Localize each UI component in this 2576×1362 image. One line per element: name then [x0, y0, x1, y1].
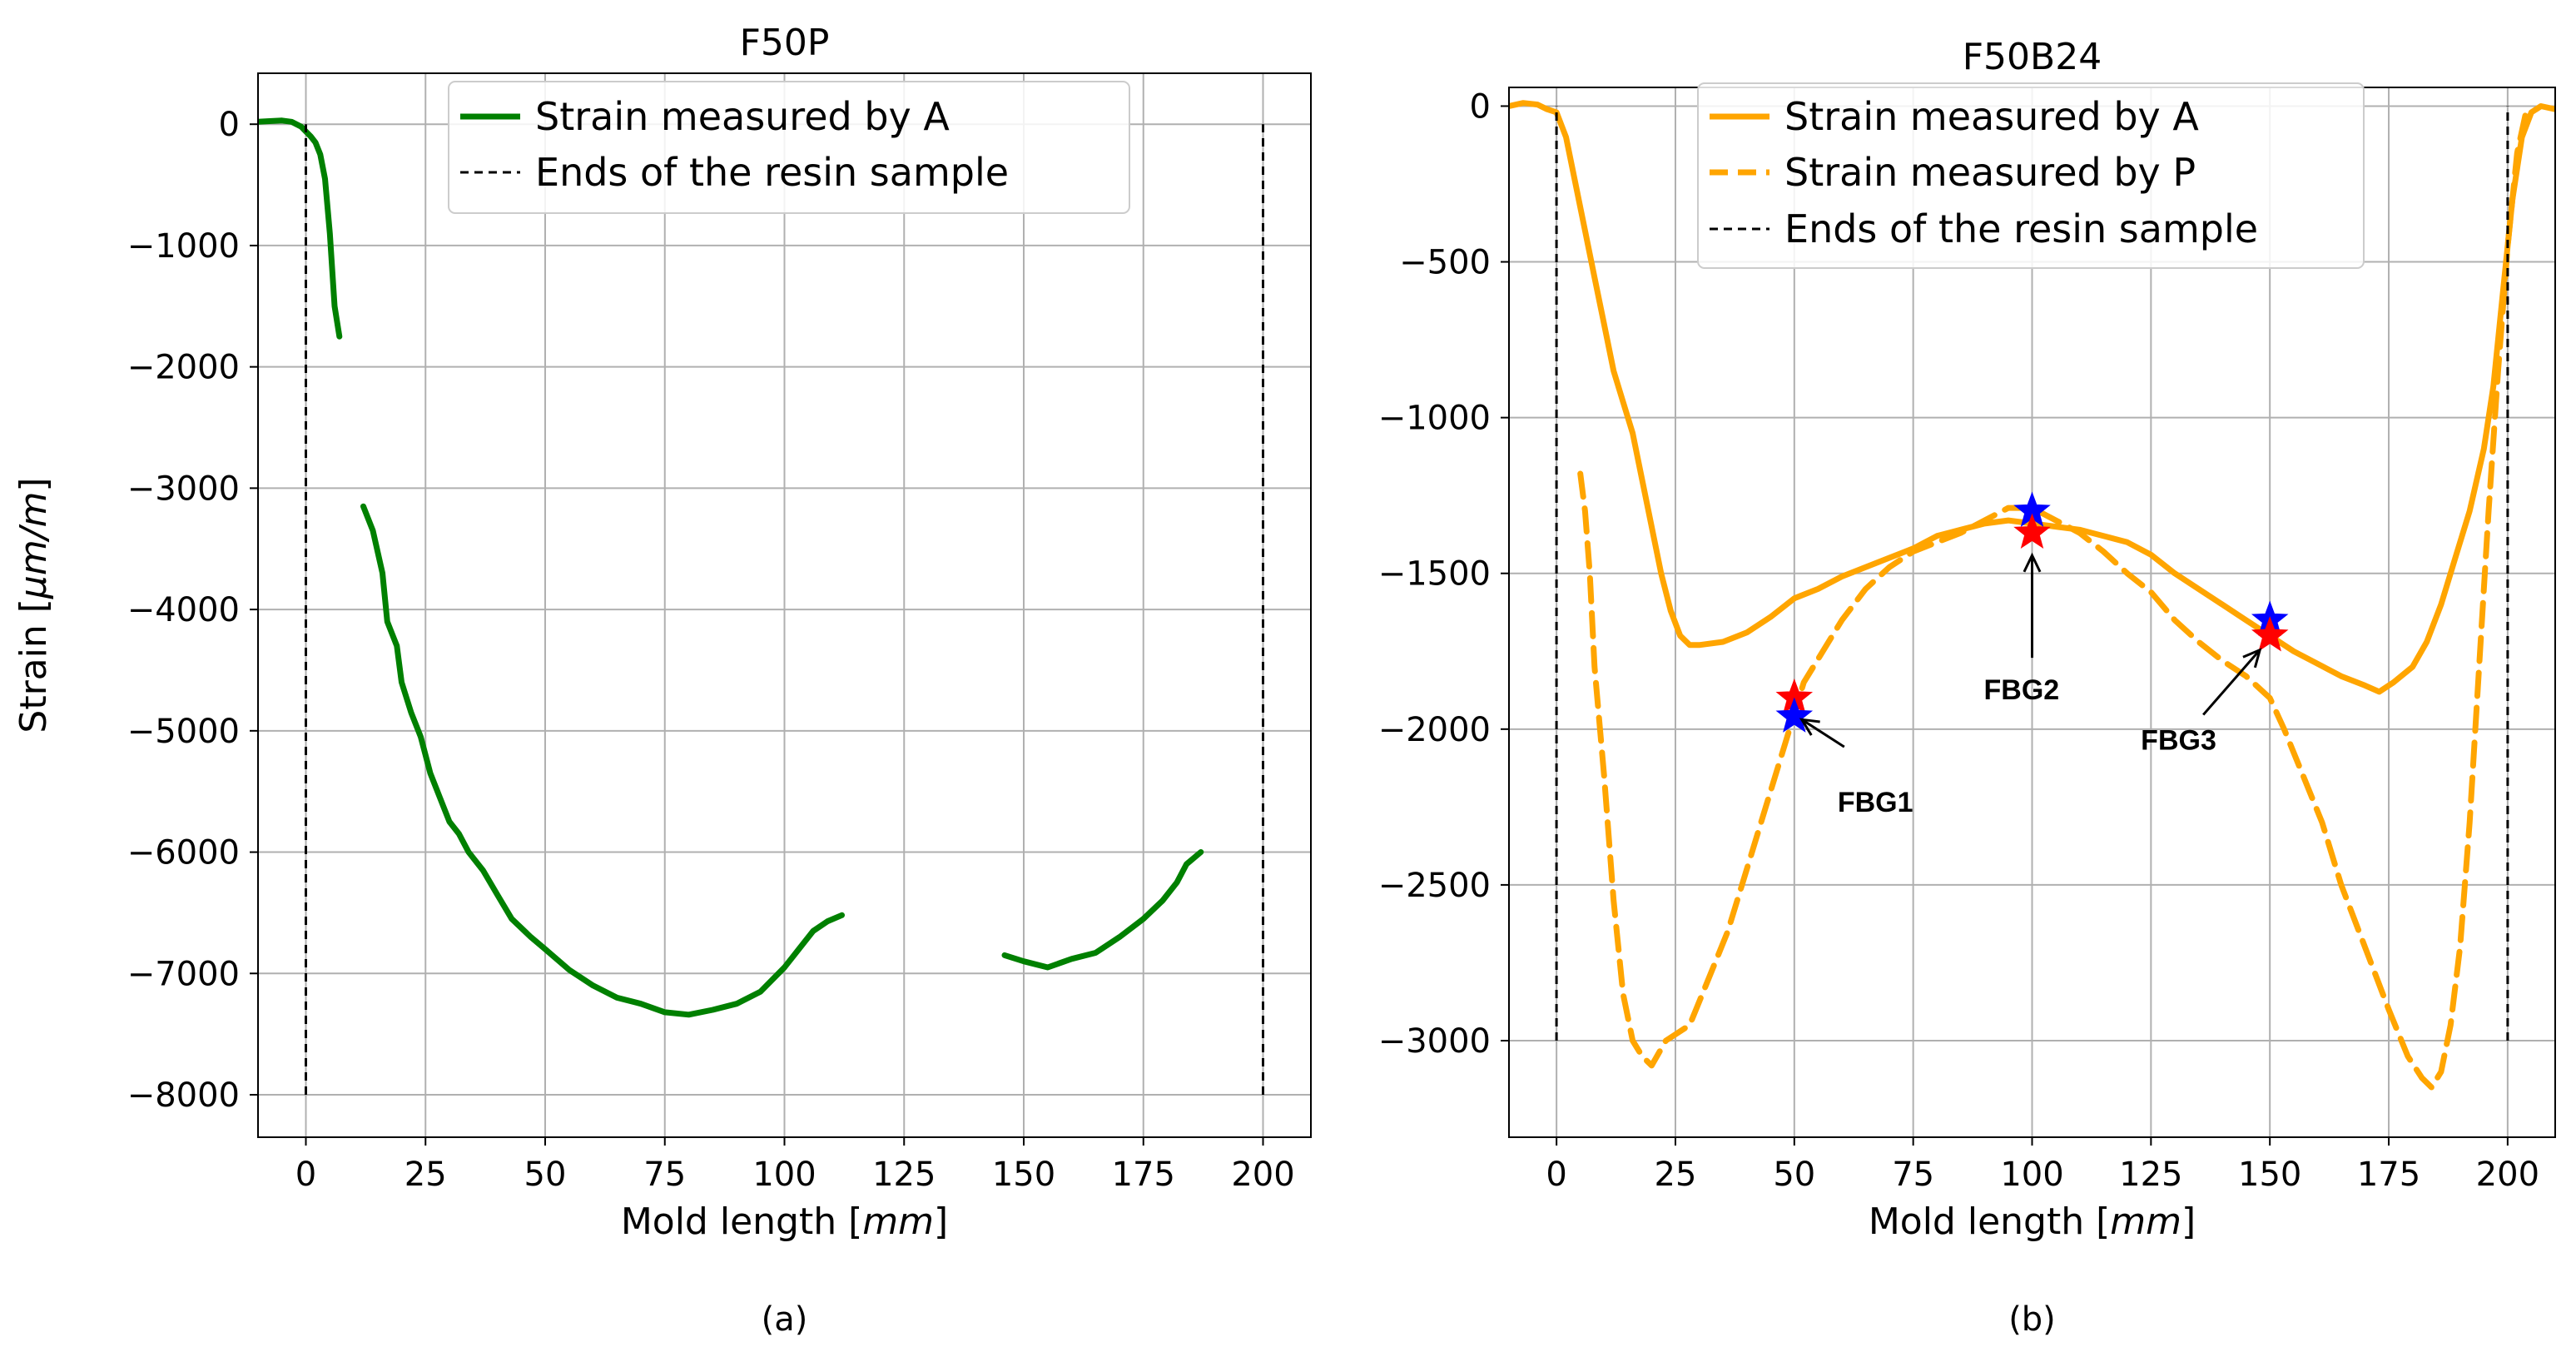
x-tick-label: 200	[1231, 1156, 1294, 1194]
y-tick-label: −8000	[127, 1076, 240, 1115]
x-tick-label: 125	[2119, 1156, 2182, 1194]
x-axis-label: Mold length [mm]	[621, 1200, 948, 1243]
series-line-strain-by-a	[1001, 849, 1204, 971]
plot-area	[1509, 100, 2555, 1091]
annotation-label-fbg1: FBG1	[1838, 787, 1913, 818]
marker-star-fbg3	[2251, 616, 2289, 652]
panel-caption: (a)	[762, 1300, 808, 1339]
y-axis-label: Strain [μm/m]	[12, 477, 55, 733]
x-axis-label-text: Mold length	[1869, 1200, 2084, 1243]
marker-star-fbg2	[2013, 513, 2051, 549]
legend-box	[448, 81, 1130, 214]
y-tick-label: −4000	[127, 591, 240, 629]
chart-f50p: 0 25 50 75 100 125 150 175 200 0 −1000 −2000 −3000 −4…	[12, 22, 1312, 1339]
y-tick-label: −3000	[1378, 1022, 1491, 1061]
y-tick-label: −1000	[1378, 400, 1491, 438]
x-tick-label: 25	[405, 1156, 447, 1194]
annotation-arrow-fbg3	[2202, 649, 2261, 716]
x-tick-label: 75	[643, 1156, 686, 1194]
x-tick-label: 200	[2476, 1156, 2539, 1194]
annotation-arrowhead	[2023, 552, 2042, 573]
x-tick-label: 175	[2357, 1156, 2420, 1194]
y-tick-label: −2000	[127, 349, 240, 387]
legend-label: Strain measured by A	[535, 94, 950, 139]
y-axis-unit: μm/m	[12, 492, 55, 600]
x-tick-label: 50	[1773, 1156, 1815, 1194]
legend: Strain measured by A Strain measured by P…	[1697, 82, 2365, 269]
x-tick-label: 25	[1655, 1156, 1697, 1194]
x-tick-label: 125	[872, 1156, 936, 1194]
annotation-arrowhead	[1799, 718, 1820, 736]
y-tick-label: −1500	[1378, 555, 1491, 594]
x-axis-unit: mm	[2110, 1200, 2181, 1243]
y-tick-label: −500	[1399, 244, 1491, 282]
y-tick-label: −3000	[127, 470, 240, 508]
series-line-strain-by-a	[258, 117, 343, 340]
legend: Strain measured by A Ends of the resin sa…	[448, 81, 1130, 214]
x-tick-label: 100	[752, 1156, 816, 1194]
chart-title: F50B24	[1963, 36, 2102, 78]
marker-star-fbg1	[1775, 697, 1814, 733]
annotation-label-fbg3: FBG3	[2141, 725, 2216, 757]
x-axis-bracket-open: [	[836, 1200, 862, 1243]
chart-f50b24: FBG1 FBG2 FBG3 0 25 50 75 100 125 150 175 200 0 −500 −…	[1378, 36, 2556, 1339]
y-tick-label: 0	[219, 106, 240, 144]
chart-title: F50P	[740, 22, 830, 64]
x-axis-label: Mold length [mm]	[1869, 1200, 2196, 1243]
x-axis-unit: mm	[862, 1200, 934, 1243]
y-tick-label: −5000	[127, 713, 240, 751]
legend-box	[1697, 82, 2365, 269]
x-tick-label: 0	[1546, 1156, 1566, 1194]
y-axis-bracket-open: [	[12, 599, 55, 624]
y-tick-label: −1000	[127, 227, 240, 266]
plot-area	[258, 117, 1264, 1095]
x-axis-bracket-open: [	[2084, 1200, 2110, 1243]
legend-label: Ends of the resin sample	[1784, 206, 2258, 251]
x-axis-bracket-close: ]	[934, 1200, 948, 1243]
y-tick-label: −2000	[1378, 711, 1491, 749]
x-tick-label: 0	[295, 1156, 316, 1194]
annotation-arrow-fbg1	[1801, 718, 1845, 748]
x-tick-label: 150	[992, 1156, 1055, 1194]
x-tick-label: 100	[2000, 1156, 2063, 1194]
y-tick-label: −7000	[127, 955, 240, 993]
annotation-label-fbg2: FBG2	[1984, 674, 2060, 706]
y-tick-label: −2500	[1378, 867, 1491, 905]
x-tick-label: 50	[524, 1156, 567, 1194]
series-line-strain-by-a	[360, 503, 845, 1018]
legend-label: Strain measured by P	[1784, 150, 2196, 195]
x-tick-label: 75	[1892, 1156, 1934, 1194]
y-tick-label: −6000	[127, 834, 240, 872]
x-tick-label: 175	[1112, 1156, 1175, 1194]
x-axis-bracket-close: ]	[2181, 1200, 2196, 1243]
panel-caption: (b)	[2008, 1300, 2056, 1339]
series-line-strain-by-p	[1577, 106, 2530, 1091]
x-tick-label: 150	[2238, 1156, 2301, 1194]
legend-label: Strain measured by A	[1784, 94, 2199, 139]
y-axis-label-text: Strain	[12, 624, 55, 733]
y-axis-bracket-close: ]	[12, 477, 55, 491]
y-tick-label: 0	[1470, 87, 1491, 126]
annotation-arrowhead	[2242, 648, 2262, 669]
legend-label: Ends of the resin sample	[535, 150, 1009, 195]
x-axis-label-text: Mold length	[621, 1200, 836, 1243]
